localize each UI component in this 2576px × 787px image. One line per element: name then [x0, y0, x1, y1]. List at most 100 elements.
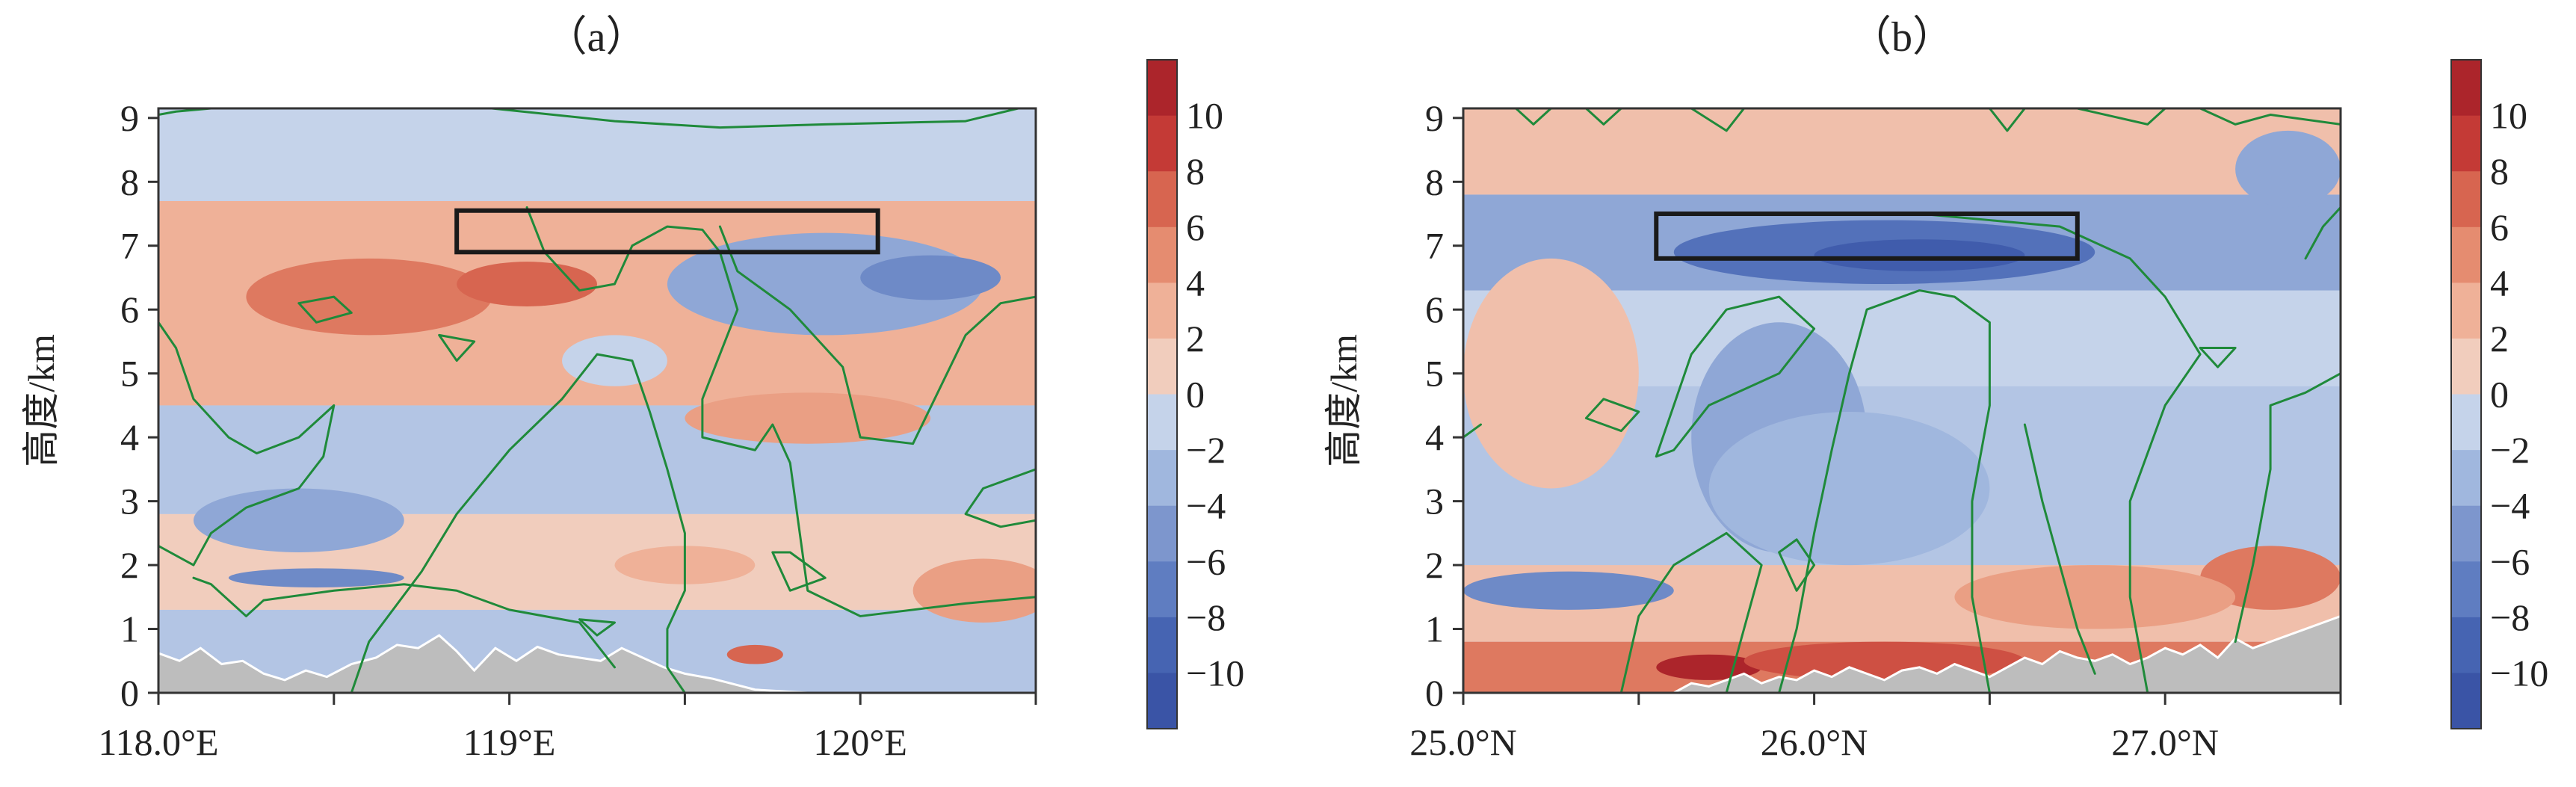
y-tick-label: 7: [1425, 225, 1444, 267]
panel-a-ylabel: 高度/km: [20, 334, 62, 467]
colorbar-band: [2451, 283, 2481, 339]
contour-line: [578, 618, 616, 637]
y-tick-label: 1: [120, 608, 139, 650]
y-tick-label: 7: [120, 225, 139, 267]
colorbar-label: 8: [1186, 150, 1205, 192]
panel-b-terrain: [1463, 614, 2341, 693]
panel-b: （b） 25.0°N 26.0°N 27.0°N 0 1 2 3 4 5 6 7 8 9 高度/km: [1323, 14, 2342, 763]
colorbar-band: [2451, 60, 2481, 116]
colorbar-label: 10: [1186, 95, 1223, 137]
colorbar-label: 0: [2490, 374, 2509, 416]
x-tick-label: 26.0°N: [1761, 721, 1868, 763]
panel-a-title: （a）: [546, 14, 648, 61]
terrain-profile: [158, 634, 1036, 693]
contour-line: [1655, 295, 1816, 458]
colorbar-a-bands: [1147, 60, 1177, 729]
colorbar-label: 4: [2490, 262, 2509, 303]
y-tick-label: 4: [1425, 416, 1444, 458]
colorbar-band: [1147, 673, 1177, 729]
field-feature: [2200, 546, 2341, 610]
colorbar-a: 10 8 6 4 2 0 −2 −4 −6 −8 −10: [1146, 59, 1244, 729]
field-band: [1463, 108, 2341, 195]
colorbar-label: 6: [2490, 206, 2509, 248]
contour-line: [1584, 398, 1640, 433]
contour-line: [192, 576, 616, 669]
field-feature: [246, 258, 492, 336]
contour-line: [1988, 108, 2026, 132]
field-feature: [685, 392, 931, 444]
contour-line: [2023, 423, 2096, 675]
colorbar-b-bands: [2451, 60, 2481, 729]
colorbar-band: [1147, 115, 1177, 172]
colorbar-label: 8: [2490, 150, 2509, 192]
field-feature: [193, 488, 404, 552]
colorbar-band: [2451, 450, 2481, 506]
colorbar-band: [1147, 450, 1177, 506]
contour-line: [1918, 212, 2202, 693]
panel-b-y-ticks: 0 1 2 3 4 5 6 7 8 9: [1425, 97, 1463, 714]
colorbar-label: 2: [1186, 318, 1205, 359]
contour-line: [2234, 372, 2341, 644]
y-tick-label: 0: [120, 672, 139, 714]
colorbar-a-labels: 10 8 6 4 2 0 −2 −4 −6 −8 −10: [1186, 95, 1244, 694]
contour-line: [525, 206, 1036, 617]
colorbar-band: [1147, 283, 1177, 339]
colorbar-label: −10: [1186, 652, 1244, 694]
colorbar-band: [1147, 505, 1177, 562]
y-tick-label: 2: [120, 544, 139, 586]
colorbar-band: [1147, 171, 1177, 227]
contour-line: [2076, 108, 2166, 126]
y-tick-label: 8: [1425, 161, 1444, 203]
contour-line: [1619, 531, 1763, 693]
contour-line: [1778, 538, 1816, 592]
x-tick-label: 118.0°E: [98, 721, 218, 763]
colorbar-label: −4: [2490, 485, 2530, 527]
y-tick-label: 3: [120, 481, 139, 522]
terrain-profile: [1463, 614, 2341, 693]
field-feature: [1954, 565, 2236, 629]
field-feature: [562, 335, 667, 386]
colorbar-band: [1147, 617, 1177, 673]
colorbar-band: [2451, 115, 2481, 172]
contour-line: [718, 225, 1036, 445]
colorbar-band: [2451, 505, 2481, 562]
field-feature: [1708, 411, 1990, 566]
contour-line: [964, 468, 1036, 528]
colorbar-band: [1147, 338, 1177, 395]
y-tick-label: 9: [1425, 97, 1444, 139]
colorbar-label: −2: [2490, 429, 2530, 471]
colorbar-band: [2451, 561, 2481, 617]
panel-a-terrain: [158, 634, 1036, 693]
panel-a-contours: [158, 108, 1036, 693]
panel-a-y-ticks: 0 1 2 3 4 5 6 7 8 9: [120, 97, 158, 714]
contour-line: [1690, 108, 1746, 132]
colorbar-band: [1147, 226, 1177, 283]
contour-line: [490, 108, 1020, 129]
colorbar-label: 0: [1186, 374, 1205, 416]
y-tick-label: 9: [120, 97, 139, 139]
colorbar-label: −8: [1186, 596, 1226, 638]
colorbar-b: 10 8 6 4 2 0 −2 −4 −6 −8 −10: [2450, 59, 2548, 729]
panel-a-x-ticks: 118.0°E 119°E 120°E: [98, 693, 1037, 763]
contour-line: [2304, 206, 2341, 260]
contour-line: [771, 551, 827, 592]
colorbar-band: [2451, 171, 2481, 227]
colorbar-label: −6: [2490, 540, 2530, 582]
field-feature: [228, 568, 404, 587]
panel-a-frame: [157, 107, 1037, 694]
field-feature: [860, 255, 1001, 300]
colorbar-band: [1147, 60, 1177, 116]
field-feature: [1814, 239, 2025, 271]
y-tick-label: 4: [120, 416, 139, 458]
colorbar-label: −8: [2490, 596, 2530, 638]
contour-line: [1463, 423, 1482, 439]
panel-a-box-layer: [454, 208, 880, 255]
x-tick-label: 25.0°N: [1409, 721, 1517, 763]
x-tick-label: 119°E: [463, 721, 556, 763]
x-tick-label: 27.0°N: [2111, 721, 2219, 763]
colorbar-band: [1147, 394, 1177, 451]
contour-line: [1778, 289, 1991, 693]
colorbar-label: −6: [1186, 540, 1226, 582]
y-tick-label: 6: [1425, 288, 1444, 330]
